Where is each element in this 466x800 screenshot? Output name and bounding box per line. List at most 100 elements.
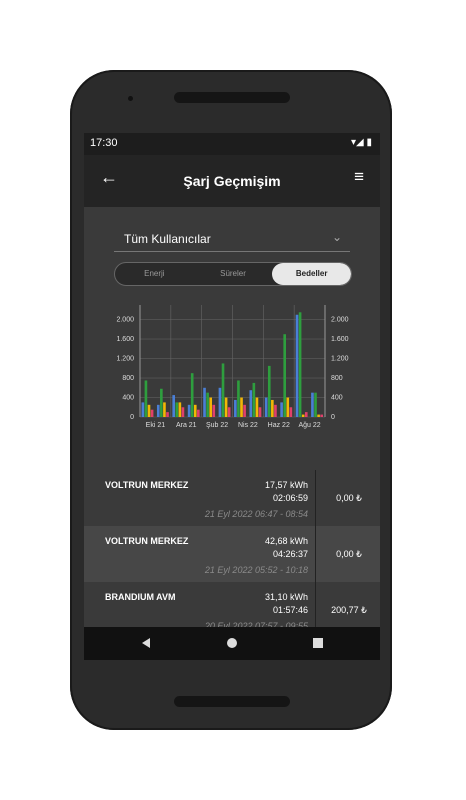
tab[interactable]: Süreler	[220, 269, 246, 278]
station-name: VOLTRUN MERKEZ	[105, 536, 189, 546]
x-tick-label: Ağu 22	[298, 422, 320, 429]
bar	[150, 409, 154, 417]
duration: 04:26:37	[272, 549, 308, 559]
bar	[258, 407, 262, 417]
bar	[255, 397, 259, 417]
bar	[274, 404, 277, 417]
menu-button[interactable]: ≡	[354, 167, 364, 186]
tab[interactable]: Enerji	[144, 269, 165, 278]
status-bar: 17:30 ▾◢ ▮	[84, 133, 380, 155]
bar	[203, 387, 206, 417]
y-tick-label: 400	[331, 394, 343, 401]
bar	[172, 395, 175, 417]
y-tick-label: 800	[122, 375, 134, 382]
date-range: 21 Eyl 2022 06:47 - 08:54	[204, 509, 308, 519]
session-row[interactable]: VOLTRUN MERKEZ 42,68 kWh 04:26:37 21 Eyl 20…	[84, 526, 380, 582]
y-tick-label: 800	[331, 375, 343, 382]
dropdown-arrow: ⌄	[331, 230, 342, 244]
nav-home[interactable]	[227, 638, 237, 648]
tab[interactable]: Bedeller	[272, 263, 351, 285]
y-tick-label: 0	[130, 414, 134, 421]
bar	[301, 414, 305, 417]
x-tick-label: Şub 22	[206, 422, 228, 429]
y-tick-label: 2.000	[331, 316, 349, 323]
y-tick-label: 1.200	[331, 355, 349, 362]
nav-icons	[142, 638, 323, 648]
bar	[221, 363, 225, 417]
bar	[163, 402, 166, 417]
speaker	[174, 696, 290, 707]
camera	[128, 96, 133, 101]
bar	[311, 392, 314, 417]
bar	[156, 404, 160, 417]
station-name: BRANDIUM AVM	[105, 592, 176, 602]
bar	[237, 380, 240, 417]
cost: 0,00 ₺	[336, 493, 362, 503]
bar	[218, 387, 222, 417]
tabs: Enerji Süreler Bedeller	[114, 262, 352, 286]
bar	[267, 365, 271, 417]
bar	[320, 414, 323, 417]
x-tick-label: Eki 21	[146, 422, 166, 429]
title: Şarj Geçmişim	[183, 173, 281, 189]
bar	[286, 397, 290, 417]
back-button[interactable]: ←	[100, 167, 118, 187]
bar	[187, 404, 191, 417]
nav-recents[interactable]	[313, 638, 323, 648]
bar	[298, 312, 302, 417]
bar	[249, 390, 253, 417]
bar	[304, 412, 308, 417]
cost: 0,00 ₺	[336, 549, 362, 559]
bar	[147, 404, 151, 417]
bar	[280, 402, 283, 417]
nav-bar	[84, 627, 380, 660]
bar	[212, 404, 216, 417]
bar	[314, 392, 317, 417]
nav-back[interactable]	[142, 638, 150, 648]
chart: 0 400 800 1.200 1.600 2.000 0 400 800 1.200 1.600 2…	[116, 305, 349, 429]
y-tick-label: 0	[331, 414, 335, 421]
bar	[166, 412, 169, 417]
station-name: VOLTRUN MERKEZ	[105, 480, 189, 490]
date-range: 21 Eyl 2022 05:52 - 10:18	[204, 565, 308, 575]
bar	[181, 407, 185, 417]
energy: 31,10 kWh	[264, 592, 308, 602]
y-tick-label: 1.600	[331, 336, 349, 343]
bar	[193, 404, 197, 417]
bar	[175, 402, 179, 417]
session-row[interactable]: BRANDIUM AVM 31,10 kWh 01:57:46 20 Eyl 2022…	[84, 582, 380, 638]
bar	[206, 392, 209, 417]
duration: 01:57:46	[272, 605, 308, 615]
x-tick-label: Nis 22	[238, 422, 258, 429]
bar	[252, 382, 256, 417]
bar	[197, 409, 200, 417]
clock: 17:30	[90, 137, 118, 149]
bar	[295, 314, 299, 417]
bar	[160, 388, 163, 417]
duration: 02:06:59	[272, 493, 308, 503]
y-tick-label: 400	[122, 394, 134, 401]
bar	[224, 397, 228, 417]
filter-value: Tüm Kullanıcılar	[124, 232, 211, 246]
user-filter[interactable]: Tüm Kullanıcılar ⌄	[114, 227, 350, 252]
date-range: 20 Eyl 2022 07:57 - 09:55	[204, 621, 308, 631]
session-row[interactable]: VOLTRUN MERKEZ 17,57 kWh 02:06:59 21 Eyl 20…	[84, 470, 380, 526]
bar	[144, 380, 148, 417]
y-tick-label: 1.600	[116, 336, 134, 343]
bar	[227, 407, 231, 417]
bar	[264, 397, 268, 417]
energy: 42,68 kWh	[264, 536, 308, 546]
bar	[234, 399, 237, 417]
cost: 200,77 ₺	[331, 605, 367, 615]
bar	[141, 402, 145, 417]
status-icons: ▾◢ ▮	[351, 137, 372, 148]
bar	[190, 373, 194, 417]
bar	[209, 397, 212, 417]
bar	[178, 402, 182, 417]
bar	[283, 334, 286, 417]
bar	[289, 407, 293, 417]
screen: 17:30 ▾◢ ▮ ← Şarj Geçmişim ≡ Tüm Kullanı…	[84, 133, 380, 660]
energy: 17,57 kWh	[264, 480, 308, 490]
bar	[240, 397, 243, 417]
